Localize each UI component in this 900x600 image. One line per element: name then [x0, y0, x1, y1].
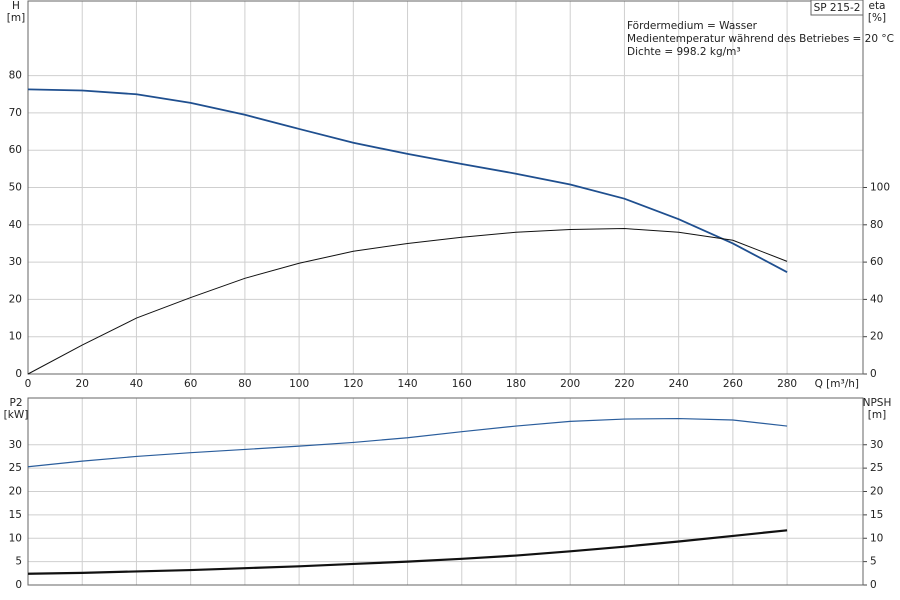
- y2-axis-label: [%]: [868, 12, 886, 24]
- y-tick-label: 80: [9, 70, 22, 82]
- y2-tick-label: 10: [870, 532, 883, 544]
- y2-tick-label: 15: [870, 509, 883, 521]
- title-box: [810, 0, 864, 16]
- y-tick-label: 10: [9, 331, 22, 343]
- curve: [27, 529, 788, 575]
- y-tick-label: 50: [9, 182, 22, 194]
- annotation: Dichte = 998.2 kg/m³: [627, 46, 741, 58]
- annotation: Fördermedium = Wasser: [627, 20, 758, 32]
- x-tick-label: 120: [343, 378, 363, 390]
- plot-frame: [27, 0, 864, 375]
- x-tick-label: 220: [614, 378, 634, 390]
- y-tick-label: 30: [9, 439, 22, 451]
- x-tick-label: 40: [130, 378, 143, 390]
- x-tick-label: 140: [398, 378, 418, 390]
- y-tick-label: 25: [9, 462, 22, 474]
- y2-tick-label: 30: [870, 439, 883, 451]
- y-tick-label: 20: [9, 293, 22, 305]
- x-axis-label: Q [m³/h]: [815, 378, 859, 390]
- y-tick-label: 0: [15, 368, 22, 380]
- y-tick-label: 10: [9, 532, 22, 544]
- y-axis-label: H: [12, 0, 20, 12]
- y-tick-label: 5: [15, 556, 22, 568]
- x-tick-label: 180: [506, 378, 526, 390]
- x-tick-label: 240: [669, 378, 689, 390]
- y-tick-label: 15: [9, 509, 22, 521]
- y-tick-label: 20: [9, 486, 22, 498]
- y2-axis-label: eta: [868, 0, 885, 12]
- y2-tick-label: 100: [870, 182, 890, 194]
- y-tick-label: 70: [9, 107, 22, 119]
- y-tick-label: 60: [9, 144, 22, 156]
- y2-axis-label: NPSH: [863, 397, 892, 409]
- y2-tick-label: 20: [870, 486, 883, 498]
- x-tick-label: 20: [76, 378, 89, 390]
- annotation: Medientemperatur während des Betriebes =…: [627, 33, 894, 45]
- plot-frame: [27, 397, 864, 586]
- x-tick-label: 60: [184, 378, 197, 390]
- y-tick-label: 30: [9, 256, 22, 268]
- x-tick-label: 200: [560, 378, 580, 390]
- curve: [27, 228, 788, 375]
- y2-tick-label: 20: [870, 331, 883, 343]
- y2-tick-label: 0: [870, 579, 877, 591]
- y-axis-label: [m]: [7, 12, 25, 24]
- x-tick-label: 160: [452, 378, 472, 390]
- y-axis-label: P2: [9, 397, 22, 409]
- y2-tick-label: 5: [870, 556, 877, 568]
- y2-tick-label: 25: [870, 462, 883, 474]
- y2-axis-label: [m]: [868, 409, 886, 421]
- curve: [27, 88, 788, 273]
- y2-tick-label: 0: [870, 368, 877, 380]
- y2-tick-label: 40: [870, 293, 883, 305]
- y2-tick-label: 80: [870, 219, 883, 231]
- x-tick-label: 280: [777, 378, 797, 390]
- y-tick-label: 0: [15, 579, 22, 591]
- x-tick-label: 80: [238, 378, 251, 390]
- chart-title: SP 215-2: [814, 2, 861, 14]
- x-tick-label: 0: [25, 378, 32, 390]
- x-tick-label: 100: [289, 378, 309, 390]
- curve: [27, 417, 788, 468]
- y2-tick-label: 60: [870, 256, 883, 268]
- y-axis-label: [kW]: [4, 409, 29, 421]
- y-tick-label: 40: [9, 219, 22, 231]
- x-tick-label: 260: [723, 378, 743, 390]
